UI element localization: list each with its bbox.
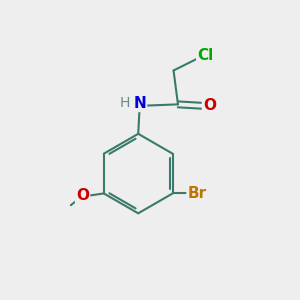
- Text: O: O: [203, 98, 216, 113]
- Text: O: O: [76, 188, 89, 203]
- Text: Cl: Cl: [197, 48, 214, 63]
- Text: Br: Br: [188, 186, 207, 201]
- Text: H: H: [119, 97, 130, 110]
- Text: N: N: [133, 96, 146, 111]
